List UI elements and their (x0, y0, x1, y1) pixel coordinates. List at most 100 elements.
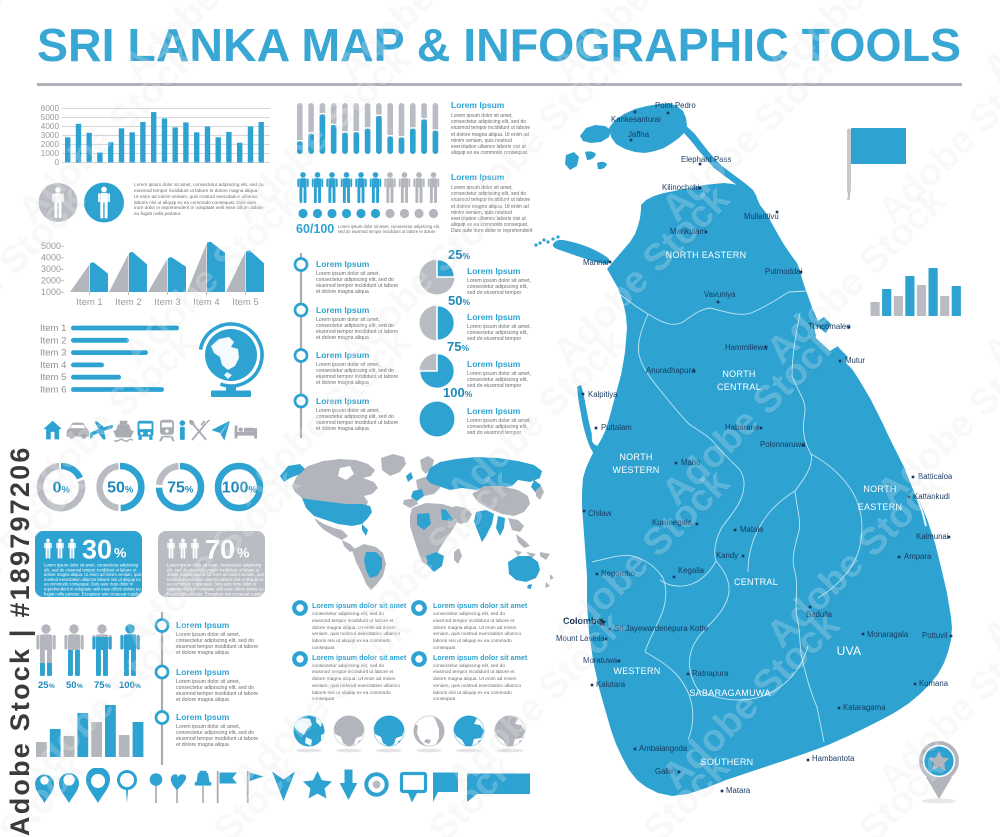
svg-text:Kankesanturai: Kankesanturai (611, 115, 661, 124)
svg-text:Item 3: Item 3 (40, 348, 66, 359)
svg-text:fugiat nulla pariatur. Excepte: fugiat nulla pariatur. Excepteur sint oc… (44, 591, 142, 596)
svg-text:1000: 1000 (41, 149, 60, 158)
svg-text:Putmoddai: Putmoddai (765, 267, 803, 276)
svg-text:100: 100 (119, 680, 135, 691)
svg-text:Item 4: Item 4 (193, 297, 219, 308)
svg-text:NORTH: NORTH (619, 452, 652, 462)
svg-text:2000: 2000 (41, 140, 60, 149)
svg-text:Item 3: Item 3 (154, 297, 180, 308)
svg-text:NORTH EASTERN: NORTH EASTERN (666, 250, 747, 260)
svg-text:4000-: 4000- (41, 253, 64, 263)
svg-text:%: % (77, 683, 83, 690)
svg-text:%: % (135, 683, 141, 690)
svg-text:Point Pedro: Point Pedro (655, 101, 696, 110)
svg-text:SOUTHERN: SOUTHERN (701, 757, 754, 767)
svg-text:4000: 4000 (41, 122, 60, 131)
svg-text:Colombo: Colombo (563, 616, 602, 626)
svg-text:70: 70 (205, 535, 235, 565)
svg-text:EASTERN: EASTERN (858, 502, 903, 512)
svg-text:Anuradhapura: Anuradhapura (646, 366, 696, 375)
svg-text:Mullaittivu: Mullaittivu (744, 212, 779, 221)
svg-text:fugiat nulla pariatur. Excepte: fugiat nulla pariatur. Excepteur sint oc… (167, 591, 265, 596)
svg-text:nostrud exercitation ullamco l: nostrud exercitation ullamco laboris nis… (167, 577, 265, 582)
svg-text:Item 2: Item 2 (115, 297, 141, 308)
svg-text:75: 75 (94, 680, 105, 691)
svg-text:%: % (49, 683, 55, 690)
svg-text:Badulla: Badulla (806, 610, 833, 619)
svg-text:75: 75 (167, 480, 185, 497)
svg-text:nostrud exercitation ullamco l: nostrud exercitation ullamco laboris nis… (44, 577, 142, 582)
svg-text:Maho: Maho (681, 458, 701, 467)
svg-text:Kilinochchi: Kilinochchi (662, 183, 700, 192)
svg-text:100: 100 (222, 480, 249, 497)
svg-text:Ampara: Ampara (904, 552, 932, 561)
svg-text:dolore magna aliqua. Ut enim a: dolore magna aliqua. Ut enim ad minim ve… (167, 572, 265, 577)
svg-text:Puttalam: Puttalam (601, 423, 632, 432)
svg-text:30: 30 (82, 535, 112, 565)
svg-text:Mount Lavinia: Mount Lavinia (556, 634, 605, 643)
svg-text:Mankulam: Mankulam (670, 227, 706, 236)
svg-text:3000: 3000 (41, 131, 60, 140)
svg-text:2000-: 2000- (41, 276, 64, 286)
svg-text:Item 1: Item 1 (40, 323, 66, 334)
svg-text:Item 5: Item 5 (40, 372, 66, 383)
svg-text:elit, sed do eiusmod tempor in: elit, sed do eiusmod tempor incididunt u… (44, 567, 137, 572)
svg-text:reprehenderit in voluptate vel: reprehenderit in voluptate velit esse ci… (44, 587, 141, 592)
svg-text:Item 4: Item 4 (40, 360, 66, 371)
svg-text:Hammillewa: Hammillewa (725, 343, 768, 352)
svg-text:5000-: 5000- (41, 241, 64, 251)
svg-text:Sri Jayewardenepura Kotte: Sri Jayewardenepura Kotte (614, 624, 708, 633)
svg-text:Kandy: Kandy (716, 551, 738, 560)
svg-text:0: 0 (54, 158, 59, 167)
svg-text:50: 50 (107, 480, 125, 497)
svg-text:Item 6: Item 6 (40, 385, 66, 396)
svg-text:Mutur: Mutur (845, 356, 865, 365)
svg-text:Kalpitiya: Kalpitiya (588, 390, 618, 399)
svg-text:NORTH: NORTH (722, 369, 755, 379)
svg-text:25: 25 (38, 680, 49, 691)
svg-text:Kumana: Kumana (919, 679, 949, 688)
svg-text:Elephant Pass: Elephant Pass (681, 155, 731, 164)
svg-text:elit, sed do eiusmod tempor in: elit, sed do eiusmod tempor incididunt u… (167, 567, 260, 572)
svg-text:Kataragama: Kataragama (843, 703, 886, 712)
svg-text:reprehenderit in voluptate vel: reprehenderit in voluptate velit esse ci… (167, 587, 264, 592)
svg-text:Habarane: Habarane (725, 423, 759, 432)
svg-text:CENTRAL: CENTRAL (717, 382, 761, 392)
svg-text:Matale: Matale (740, 525, 763, 534)
svg-text:Pottuvil: Pottuvil (922, 631, 948, 640)
svg-text:NORTH: NORTH (863, 484, 896, 494)
svg-text:Jaffna: Jaffna (628, 130, 650, 139)
svg-text:Galle: Galle (655, 767, 673, 776)
svg-text:UVA: UVA (837, 644, 862, 658)
svg-text:Kurunegala: Kurunegala (652, 518, 693, 527)
svg-text:%: % (125, 485, 134, 496)
svg-text:0: 0 (53, 480, 62, 497)
svg-text:%: % (185, 485, 194, 496)
svg-text:Kegalla: Kegalla (678, 566, 705, 575)
svg-text:Polonnaruwa: Polonnaruwa (760, 440, 806, 449)
svg-text:Ratnapura: Ratnapura (692, 669, 729, 678)
svg-text:ea commodo consequat. Duis aut: ea commodo consequat. Duis aute irure do… (44, 582, 134, 587)
svg-text:1000-: 1000- (41, 287, 64, 297)
svg-text:%: % (237, 545, 250, 561)
svg-text:%: % (62, 485, 71, 496)
svg-text:CENTRAL: CENTRAL (734, 577, 778, 587)
svg-text:Negombo: Negombo (601, 569, 635, 578)
svg-text:%: % (105, 683, 111, 690)
svg-text:Trincomalee: Trincomalee (808, 322, 851, 331)
svg-text:Item 5: Item 5 (232, 297, 258, 308)
svg-text:Monaragala: Monaragala (867, 630, 909, 639)
svg-text:50: 50 (66, 680, 77, 691)
svg-text:6000: 6000 (41, 104, 60, 113)
svg-text:Item 2: Item 2 (40, 335, 66, 346)
svg-text:Chilaw: Chilaw (588, 509, 612, 518)
svg-text:5000: 5000 (41, 113, 60, 122)
svg-text:Kalutara: Kalutara (596, 680, 626, 689)
svg-text:Matara: Matara (726, 786, 751, 795)
svg-text:WESTERN: WESTERN (613, 666, 660, 676)
svg-text:ea commodo consequat. Duis aut: ea commodo consequat. Duis aute irure do… (167, 582, 257, 587)
svg-text:Hambantota: Hambantota (812, 754, 855, 763)
svg-text:WESTERN: WESTERN (612, 465, 659, 475)
svg-text:3000-: 3000- (41, 264, 64, 274)
svg-text:%: % (248, 485, 257, 496)
